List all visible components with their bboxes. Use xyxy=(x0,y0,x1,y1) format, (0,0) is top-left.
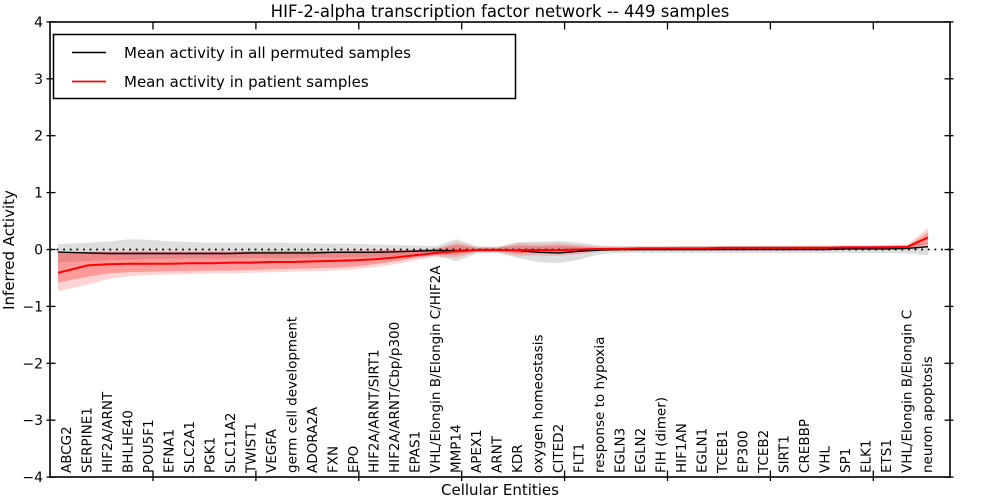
patient-mean-line xyxy=(57,236,929,274)
category-label: VEGFA xyxy=(264,428,280,473)
category-label: HIF2A/ARNT/Cbp/p300 xyxy=(387,322,403,473)
category-label: HIF2A/ARNT xyxy=(100,391,116,473)
legend-label-patient: Mean activity in patient samples xyxy=(124,73,369,91)
category-label: POU5F1 xyxy=(141,419,157,473)
category-label: EGLN2 xyxy=(633,428,649,473)
category-label: BHLHE40 xyxy=(121,410,137,473)
category-label: SERPINE1 xyxy=(80,407,96,473)
category-label: MMP14 xyxy=(449,424,465,473)
category-label: EFNA1 xyxy=(162,429,178,473)
category-label: EGLN1 xyxy=(695,428,711,473)
category-label: TWIST1 xyxy=(244,422,260,474)
y-tick-label: −1 xyxy=(22,299,43,315)
category-label: CREBBP xyxy=(797,419,813,473)
category-label: response to hypoxia xyxy=(592,337,608,473)
category-label: EPO xyxy=(346,446,362,473)
y-tick-label: 3 xyxy=(34,72,43,88)
category-label: EPAS1 xyxy=(408,431,424,473)
y-tick-label: 1 xyxy=(34,186,43,202)
legend: Mean activity in all permuted samples Me… xyxy=(52,33,517,100)
plot-content: 4 3 2 1 0 −1 −2 −3 −4 ABCG2 SERPINE1 HIF2A/ARNT BHLH… xyxy=(22,15,954,486)
category-label: EP300 xyxy=(736,431,752,473)
category-label: germ cell development xyxy=(285,317,301,473)
category-label: oxygen homeostasis xyxy=(531,335,547,474)
y-tick-label: 4 xyxy=(34,15,43,31)
category-label: FLT1 xyxy=(572,443,588,473)
category-label: SIRT1 xyxy=(777,435,793,473)
y-axis-label: Inferred Activity xyxy=(0,190,18,310)
category-label: APEX1 xyxy=(469,429,485,473)
patient-outer-band xyxy=(58,227,928,292)
category-label: SLC11A2 xyxy=(223,412,239,473)
category-label: FIH (dimer) xyxy=(654,397,670,473)
category-label: VHL/Elongin B/Elongin C/HIF2A xyxy=(428,265,444,473)
y-tick-label: −2 xyxy=(22,356,43,372)
patient-inner-band xyxy=(58,232,928,283)
category-label: ABCG2 xyxy=(59,426,75,473)
category-label: HIF2A/ARNT/SIRT1 xyxy=(367,349,383,473)
x-axis-label: Cellular Entities xyxy=(441,481,559,499)
category-label: ETS1 xyxy=(879,439,895,473)
category-label: FXN xyxy=(326,446,342,473)
category-label: CITED2 xyxy=(551,424,567,473)
y-tick-label: −3 xyxy=(22,413,43,429)
y-tick-label: 2 xyxy=(34,129,43,145)
category-label: neuron apoptosis xyxy=(920,356,936,473)
y-tick-label: −4 xyxy=(22,470,43,486)
legend-label-permuted: Mean activity in all permuted samples xyxy=(124,44,411,62)
category-label: VHL/Elongin B/Elongin C xyxy=(900,310,916,473)
legend-box xyxy=(52,33,517,100)
plot-border xyxy=(49,21,951,478)
chart-title: HIF-2-alpha transcription factor network… xyxy=(271,2,730,21)
category-label: ELK1 xyxy=(859,440,875,474)
category-label: PGK1 xyxy=(203,437,219,473)
category-label: EGLN3 xyxy=(613,428,629,473)
category-label: VHL xyxy=(818,446,834,473)
category-label: ADORA2A xyxy=(305,406,321,473)
category-label: HIF1AN xyxy=(674,423,690,473)
permuted-confidence-band xyxy=(58,239,928,264)
category-label: SP1 xyxy=(838,448,854,473)
category-label: SLC2A1 xyxy=(182,421,198,473)
category-label: TCEB1 xyxy=(715,430,731,474)
category-label: ARNT xyxy=(490,435,506,473)
category-label: TCEB2 xyxy=(756,430,772,474)
category-label: KDR xyxy=(510,444,526,473)
y-tick-label: 0 xyxy=(34,243,43,259)
